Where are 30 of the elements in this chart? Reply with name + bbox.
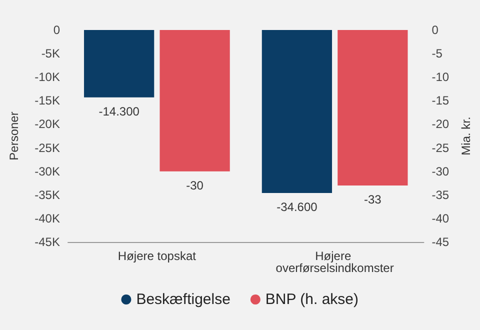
y-tick-label: -10K (34, 70, 60, 84)
y-tick-label: -20K (34, 117, 60, 132)
y-tick-label: -30K (34, 164, 60, 178)
y2-tick-label: -15 (432, 94, 450, 108)
x-tick-label: Højere overførselsindkomster (276, 249, 394, 275)
data-label: -34.600 (276, 200, 318, 214)
y2-tick-label: -5 (432, 46, 443, 61)
y2-tick-label: -40 (432, 211, 450, 226)
y2-tick-label: -20 (432, 117, 450, 132)
y-axis-title: Personer (7, 112, 21, 160)
y-tick-label: -5K (41, 46, 60, 61)
y-tick-label: 0 (53, 23, 60, 37)
y2-tick-label: -10 (432, 70, 450, 84)
y2-tick-label: -35 (432, 188, 450, 202)
legend-label: Beskæftigelse (136, 291, 230, 308)
y-tick-label: -40K (34, 211, 60, 226)
legend-label: BNP (h. akse) (265, 291, 359, 308)
y-tick-label: -15K (34, 94, 60, 108)
y2-tick-label: -30 (432, 164, 450, 178)
x-tick-label: Højere topskat (118, 249, 197, 263)
y-tick-label: -35K (34, 188, 60, 202)
y2-tick-label: 0 (432, 23, 439, 37)
y-tick-label: -25K (34, 140, 60, 155)
data-label: -30 (186, 178, 204, 192)
y2-tick-label: -25 (432, 140, 450, 155)
y2-axis-title: Mia. kr. (459, 116, 473, 156)
y-tick-label: -45K (34, 235, 60, 249)
y2-tick-label: -45 (432, 235, 450, 249)
data-label: -33 (364, 192, 382, 206)
data-label: -14.300 (98, 104, 140, 118)
